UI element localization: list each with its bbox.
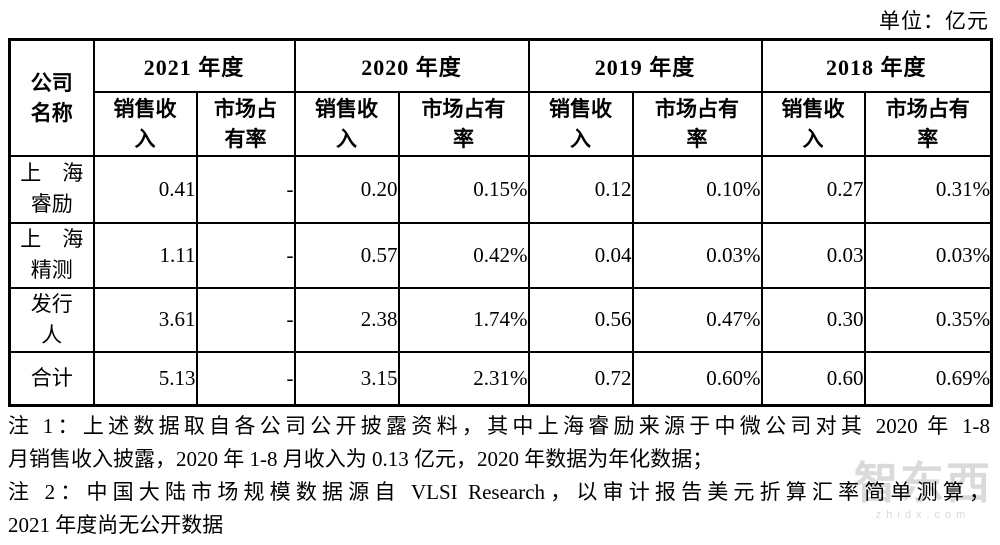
watermark-domain: zhidx.com bbox=[875, 509, 971, 521]
table-row-total: 合计 5.13 - 3.15 2.31% 0.72 0.60% 0.60 0.6… bbox=[8, 350, 993, 407]
share-subheader-2021: 市场占 有率 bbox=[195, 90, 296, 157]
value-cell: - bbox=[195, 154, 296, 224]
value-cell: - bbox=[195, 350, 296, 407]
year-header-2018: 2018 年度 bbox=[760, 38, 993, 93]
footnotes: 注 1：上述数据取自各公司公开披露资料，其中上海睿励来源于中微公司对其 2020… bbox=[8, 410, 990, 542]
share-subheader-2018: 市场占有 率 bbox=[863, 90, 993, 157]
year-header-2019: 2019 年度 bbox=[527, 38, 763, 93]
company-name-cell: 合计 bbox=[8, 350, 95, 407]
table-row-shanghai-ruili: 上 海 睿励 0.41 - 0.20 0.15% 0.12 0.10% 0.27… bbox=[8, 154, 993, 224]
value-cell: 0.60 bbox=[760, 350, 866, 407]
company-name-cell: 发行 人 bbox=[8, 286, 95, 353]
value-cell: 1.74% bbox=[397, 286, 530, 353]
company-name-cell: 上 海 精测 bbox=[8, 221, 95, 289]
value-cell: 0.31% bbox=[863, 154, 993, 224]
watermark-logo: 智东西 bbox=[854, 459, 992, 508]
value-cell: 0.57 bbox=[293, 221, 400, 289]
value-cell: 3.61 bbox=[92, 286, 198, 353]
value-cell: 3.15 bbox=[293, 350, 400, 407]
note-line: 月销售收入披露，2020 年 1-8 月收入为 0.13 亿元，2020 年数据… bbox=[8, 447, 714, 471]
value-cell: 0.03 bbox=[760, 221, 866, 289]
revenue-subheader-2020: 销售收 入 bbox=[293, 90, 400, 157]
table-header-sub-row: 销售收 入 市场占 有率 销售收 入 市场占有 率 销售收 入 市场占有 率 bbox=[10, 90, 993, 157]
company-header-line: 公司 bbox=[30, 70, 73, 95]
table-row-shanghai-jingce: 上 海 精测 1.11 - 0.57 0.42% 0.04 0.03% 0.03… bbox=[8, 221, 993, 289]
value-cell: 0.12 bbox=[527, 154, 634, 224]
value-cell: 0.56 bbox=[527, 286, 634, 353]
value-cell: 1.11 bbox=[92, 221, 198, 289]
table-header-year-row: 公司 名称 2021 年度 2020 年度 2019 年度 2018 年度 bbox=[8, 38, 993, 157]
value-cell: 0.03% bbox=[631, 221, 763, 289]
value-cell: 0.72 bbox=[527, 350, 634, 407]
note-line: 注 2：中国大陆市场规模数据源自 VLSI Research，以审计报告美元折算… bbox=[8, 480, 990, 504]
unit-label: 单位：亿元 bbox=[879, 9, 989, 33]
note-line: 注 1：上述数据取自各公司公开披露资料，其中上海睿励来源于中微公司对其 2020… bbox=[8, 414, 990, 438]
year-header-2021: 2021 年度 bbox=[92, 38, 296, 93]
value-cell: 2.31% bbox=[397, 350, 530, 407]
value-cell: 0.20 bbox=[293, 154, 400, 224]
value-cell: 0.30 bbox=[760, 286, 866, 353]
value-cell: 0.60% bbox=[631, 350, 763, 407]
revenue-subheader-2019: 销售收 入 bbox=[527, 90, 634, 157]
value-cell: 5.13 bbox=[92, 350, 198, 407]
value-cell: 0.47% bbox=[631, 286, 763, 353]
share-subheader-2020: 市场占有 率 bbox=[397, 90, 530, 157]
revenue-subheader-2021: 销售收 入 bbox=[92, 90, 198, 157]
value-cell: 0.69% bbox=[863, 350, 993, 407]
value-cell: 0.10% bbox=[631, 154, 763, 224]
value-cell: - bbox=[195, 221, 296, 289]
company-name-header: 公司 名称 bbox=[8, 38, 95, 157]
value-cell: 0.04 bbox=[527, 221, 634, 289]
value-cell: 0.35% bbox=[863, 286, 993, 353]
share-subheader-2019: 市场占有 率 bbox=[631, 90, 763, 157]
year-header-2020: 2020 年度 bbox=[293, 38, 530, 93]
value-cell: 0.03% bbox=[863, 221, 993, 289]
value-cell: 0.27 bbox=[760, 154, 866, 224]
value-cell: 2.38 bbox=[293, 286, 400, 353]
note-line: 2021 年度尚无公开数据 bbox=[8, 513, 224, 537]
company-name-cell: 上 海 睿励 bbox=[8, 154, 95, 224]
company-header-line: 名称 bbox=[30, 100, 73, 125]
value-cell: 0.15% bbox=[397, 154, 530, 224]
table-row-issuer: 发行 人 3.61 - 2.38 1.74% 0.56 0.47% 0.30 0… bbox=[8, 286, 993, 353]
market-share-table: 公司 名称 2021 年度 2020 年度 2019 年度 2018 年度 销售… bbox=[8, 38, 994, 407]
watermark: 智东西 zhidx.com bbox=[854, 460, 992, 522]
value-cell: 0.41 bbox=[92, 154, 198, 224]
revenue-subheader-2018: 销售收 入 bbox=[760, 90, 866, 157]
value-cell: 0.42% bbox=[397, 221, 530, 289]
value-cell: - bbox=[195, 286, 296, 353]
